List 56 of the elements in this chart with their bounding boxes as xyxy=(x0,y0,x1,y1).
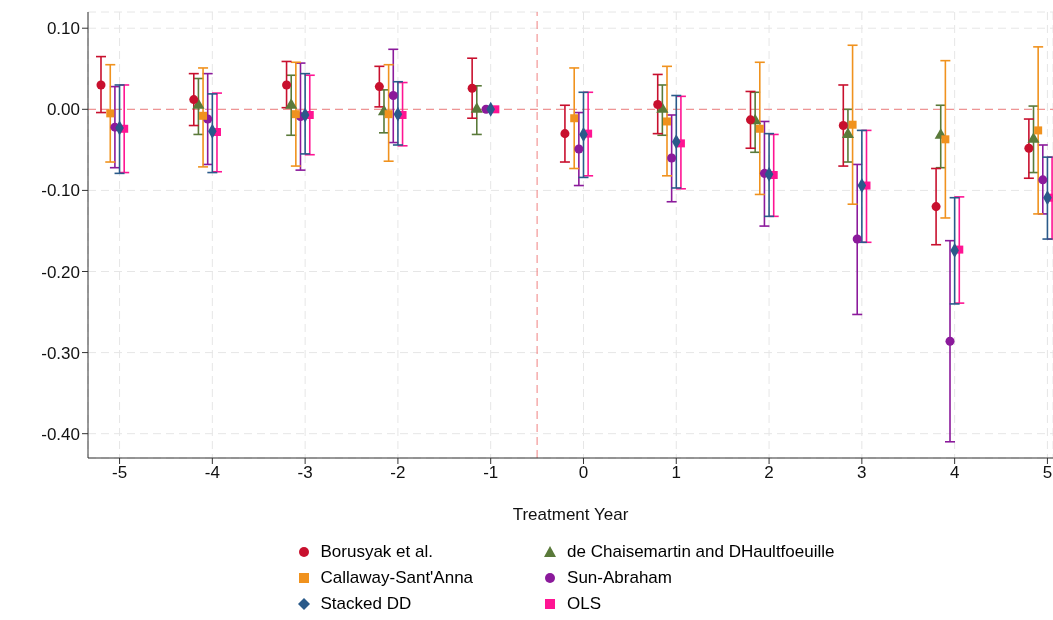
point xyxy=(384,110,393,119)
y-tick-label: -0.40 xyxy=(41,424,80,444)
y-tick-label: -0.30 xyxy=(41,343,80,363)
point xyxy=(663,117,671,126)
x-tick-label: -5 xyxy=(111,463,128,483)
x-tick-label: 0 xyxy=(578,463,589,483)
point xyxy=(945,336,955,346)
point xyxy=(838,121,848,131)
legend-label: de Chaisemartin and DHaultfoeuille xyxy=(567,542,835,562)
point xyxy=(746,115,756,125)
x-tick-label: -4 xyxy=(204,463,220,483)
y-tick-label: 0.00 xyxy=(46,100,80,120)
point xyxy=(1034,126,1043,135)
x-tick-label: 4 xyxy=(949,463,960,483)
point xyxy=(653,99,663,109)
point xyxy=(189,95,199,105)
y-tick-label: 0.10 xyxy=(46,19,80,39)
point xyxy=(848,120,857,129)
legend-label: Borusyak et al. xyxy=(320,542,433,562)
point xyxy=(467,83,477,93)
x-tick-label: -2 xyxy=(390,463,406,483)
y-tick-label: -0.10 xyxy=(41,181,80,201)
x-tick-label: -3 xyxy=(297,463,313,483)
point xyxy=(1038,175,1048,185)
legend-label: OLS xyxy=(567,594,602,614)
point xyxy=(1024,143,1034,153)
point xyxy=(388,91,398,101)
x-tick-label: 5 xyxy=(1042,463,1053,483)
x-tick-label: 1 xyxy=(671,463,682,483)
point xyxy=(570,114,579,123)
y-tick-label: -0.20 xyxy=(41,262,80,282)
point xyxy=(560,129,570,139)
point xyxy=(667,153,677,163)
point xyxy=(285,98,298,109)
point xyxy=(931,202,941,212)
point xyxy=(755,124,764,133)
point xyxy=(291,110,300,119)
legend-label: Callaway-Sant'Anna xyxy=(320,568,474,588)
point xyxy=(199,111,208,120)
point xyxy=(282,80,292,90)
point xyxy=(374,82,384,92)
x-tick-label: -1 xyxy=(483,463,499,483)
x-tick-label: 3 xyxy=(857,463,867,483)
point xyxy=(841,127,855,138)
point xyxy=(1027,132,1040,143)
point xyxy=(852,234,862,244)
legend-label: Sun-Abraham xyxy=(567,568,672,588)
point xyxy=(470,102,483,113)
legend-label: Stacked DD xyxy=(320,594,412,614)
x-axis-title: Treatment Year xyxy=(512,505,629,524)
point xyxy=(574,144,584,154)
point xyxy=(96,80,106,90)
point xyxy=(106,109,115,118)
x-tick-label: 2 xyxy=(764,463,774,483)
point xyxy=(941,135,950,144)
point xyxy=(192,98,205,109)
